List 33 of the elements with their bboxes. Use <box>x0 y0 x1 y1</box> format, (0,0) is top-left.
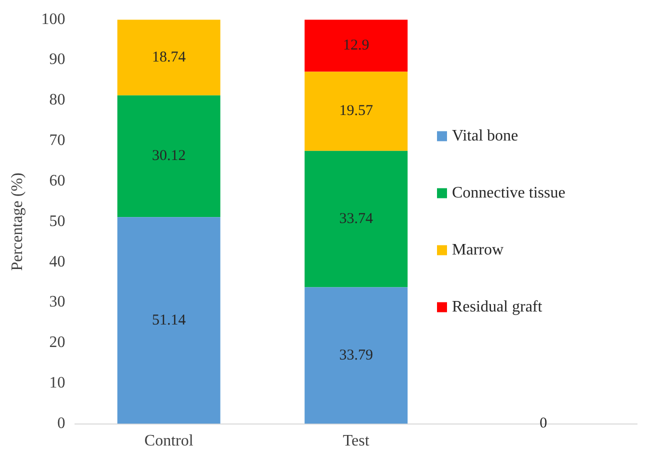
bar <box>117 217 220 424</box>
data-label: 30.12 <box>152 148 186 164</box>
y-tick-label: 90 <box>49 51 66 68</box>
y-tick-label: 0 <box>57 415 66 432</box>
data-label: 33.79 <box>339 347 373 364</box>
legend-label: Residual graft <box>452 298 543 316</box>
y-tick-label: 80 <box>49 92 66 109</box>
x-tick-label: Test <box>342 432 370 450</box>
legend-label: Vital bone <box>452 127 518 144</box>
y-tick-label: 50 <box>49 212 66 230</box>
legend-label: Marrow <box>452 241 504 258</box>
bar <box>304 72 408 151</box>
bar <box>304 20 408 72</box>
data-label: 51.14 <box>152 312 186 328</box>
legend-label: Connective tissue <box>452 184 566 202</box>
data-label: 33.74 <box>339 210 374 227</box>
data-label: 0 <box>540 416 548 432</box>
y-tick-label: 100 <box>41 10 66 28</box>
bar <box>304 150 408 288</box>
bar <box>117 95 220 218</box>
y-tick-label: 40 <box>49 253 66 270</box>
x-tick-label: Control <box>144 432 194 450</box>
y-tick-label: 10 <box>49 374 66 392</box>
data-label: 12.9 <box>342 38 370 54</box>
y-axis-title: Percentage (%) <box>8 172 26 271</box>
y-tick-label: 70 <box>49 132 66 150</box>
bar <box>117 20 220 96</box>
bar <box>304 287 408 424</box>
y-tick-label: 60 <box>49 172 66 190</box>
data-label: 19.57 <box>339 103 374 120</box>
y-tick-label: 20 <box>49 334 66 352</box>
data-label: 18.74 <box>152 49 186 66</box>
y-tick-label: 30 <box>49 294 66 311</box>
